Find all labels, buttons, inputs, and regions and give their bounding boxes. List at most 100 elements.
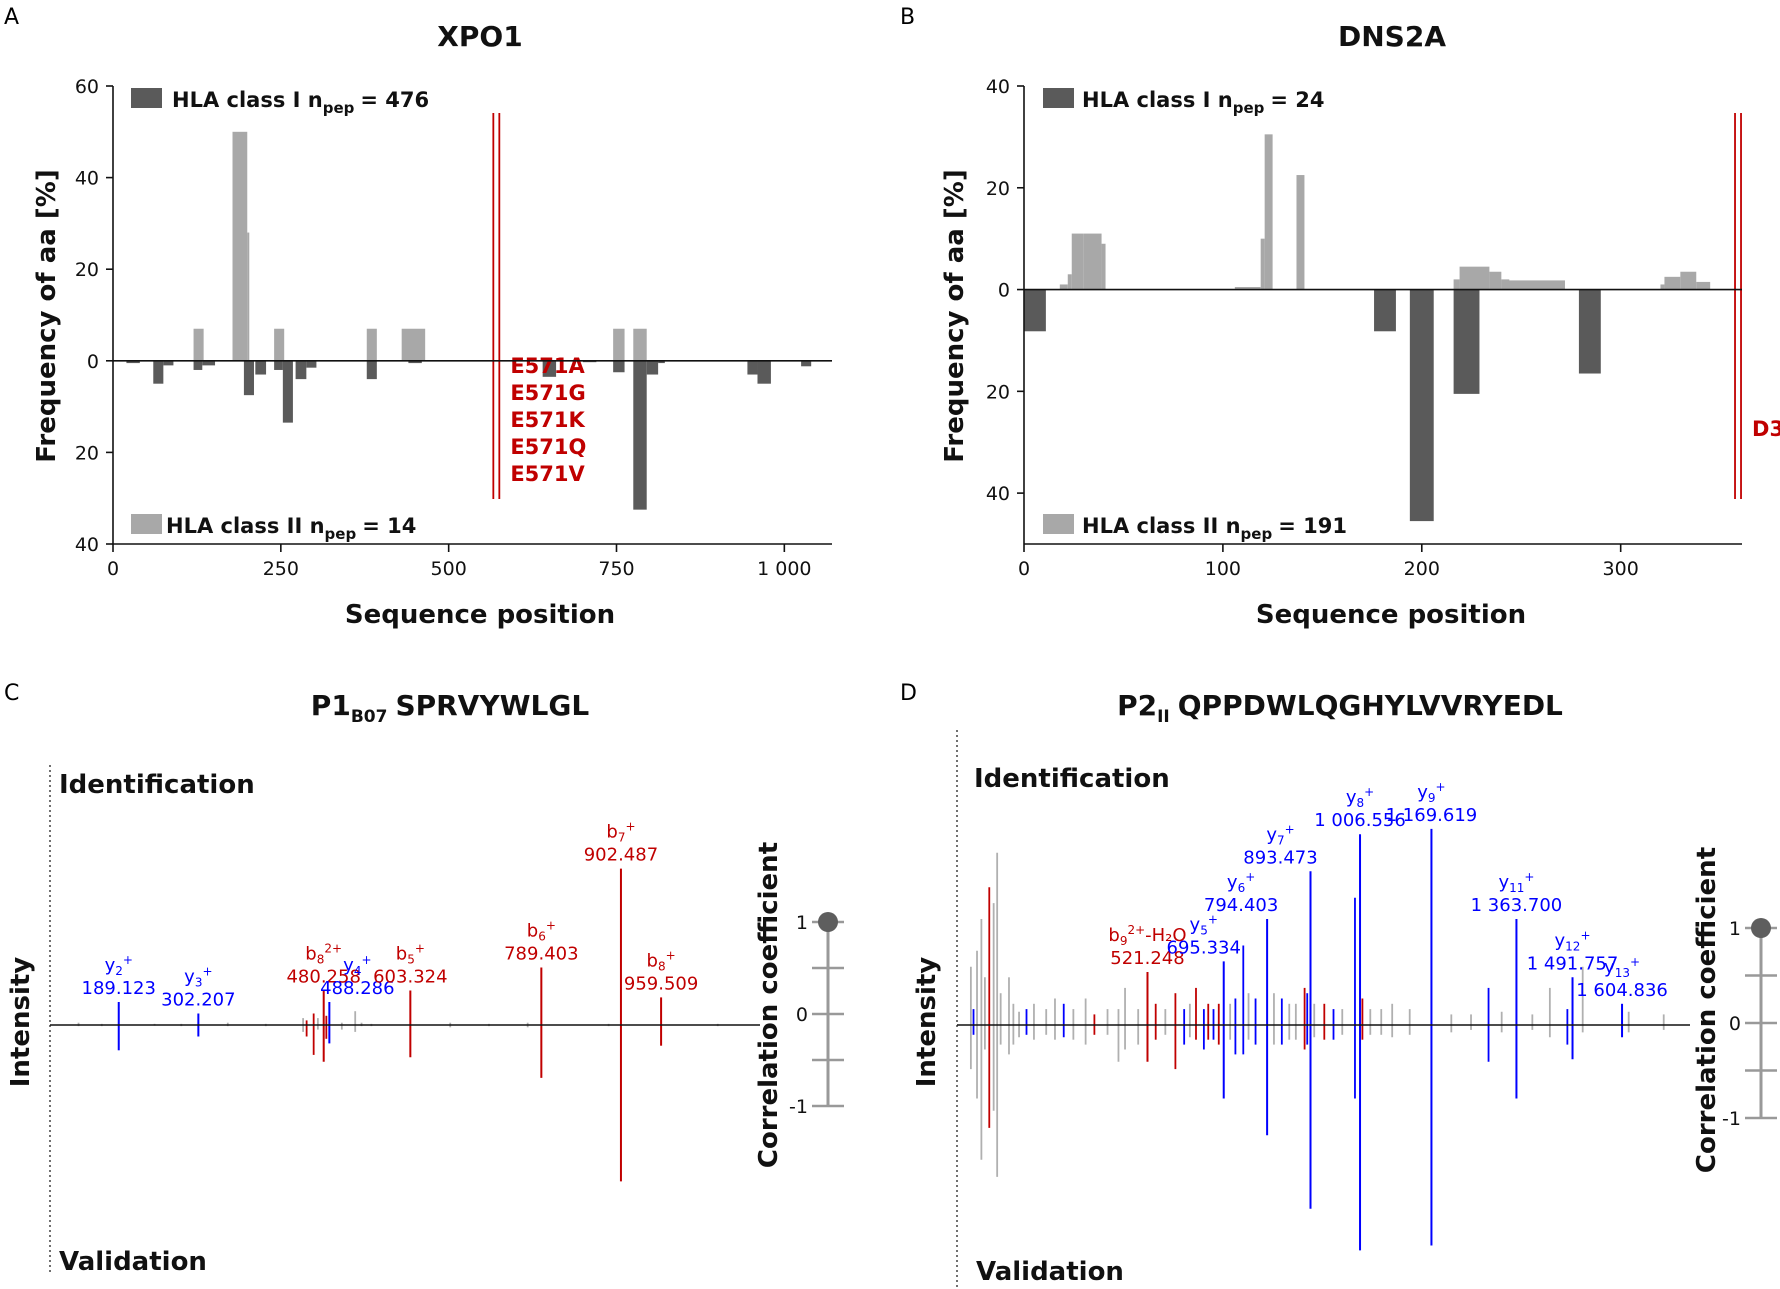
identification-label: Identification bbox=[974, 764, 1170, 794]
bar-class-ii bbox=[1664, 276, 1681, 290]
panel-c: C P1B07 SPRVYWLGL Identification Validati… bbox=[4, 681, 844, 1277]
bar-class-ii bbox=[366, 328, 377, 361]
panel-letter-c: C bbox=[4, 681, 19, 706]
panel-letter-b: B bbox=[900, 5, 915, 30]
x-tick-label: 100 bbox=[1205, 558, 1241, 580]
mutation-label: E571Q bbox=[510, 435, 586, 459]
spectrum-title: P2II QPPDWLQGHYLVVRYEDL bbox=[1117, 689, 1563, 727]
peak-ion-label: b8+ bbox=[647, 948, 676, 973]
bar-class-i bbox=[193, 360, 203, 370]
peak-ion-label: y13+ bbox=[1604, 955, 1640, 980]
y-tick-label: 40 bbox=[75, 168, 99, 190]
legend-label-class-i: HLA class I npep = 476 bbox=[172, 88, 429, 117]
y-axis-label: Frequency of aa [%] bbox=[32, 169, 62, 462]
bar-class-i bbox=[646, 360, 659, 375]
validation-label: Validation bbox=[976, 1257, 1124, 1287]
y-tick-label: 20 bbox=[75, 259, 99, 281]
bar-class-i bbox=[757, 360, 771, 384]
y-tick-label: 20 bbox=[986, 178, 1010, 200]
x-tick-label: 200 bbox=[1404, 558, 1440, 580]
legend-label-class-ii: HLA class II npep = 191 bbox=[1082, 514, 1347, 543]
bar-class-ii bbox=[1083, 233, 1102, 290]
peak-ion-label: y7+ bbox=[1266, 822, 1294, 847]
x-tick-label: 0 bbox=[1018, 558, 1030, 580]
identification-label: Identification bbox=[59, 770, 255, 800]
y-tick-label: 40 bbox=[75, 534, 99, 556]
bar-class-i bbox=[295, 360, 307, 380]
y-tick-label: 0 bbox=[998, 280, 1010, 302]
mutation-label: E571V bbox=[510, 462, 585, 486]
bar-class-ii bbox=[193, 328, 204, 361]
correlation-scale: Correlation coefficient 1 0 -1 bbox=[1692, 847, 1777, 1173]
x-tick-label: 250 bbox=[263, 558, 299, 580]
correlation-value-marker bbox=[1751, 918, 1771, 938]
peak-mz-label: 959.509 bbox=[624, 973, 698, 994]
legend-swatch-class-ii bbox=[1043, 514, 1074, 534]
legend-label-class-i: HLA class I npep = 24 bbox=[1082, 88, 1325, 117]
y-tick-label: 40 bbox=[986, 76, 1010, 98]
bar-class-ii bbox=[1264, 134, 1273, 290]
bar-class-i bbox=[408, 360, 422, 364]
spectrum-title: P1B07 SPRVYWLGL bbox=[311, 689, 590, 727]
bar-class-ii bbox=[1296, 175, 1305, 290]
mutation-label: E571A bbox=[510, 354, 585, 378]
bar-class-ii bbox=[1680, 271, 1697, 290]
bar-class-i bbox=[542, 360, 557, 377]
bar-class-i bbox=[1409, 289, 1434, 522]
legend-class-ii: HLA class II npep = 14 bbox=[131, 514, 416, 543]
bar-class-ii bbox=[1260, 238, 1265, 290]
bar-class-ii bbox=[1059, 284, 1068, 290]
bar-class-ii bbox=[1696, 281, 1711, 290]
bar-class-ii bbox=[1071, 233, 1084, 290]
peak-ion-label: y3+ bbox=[184, 965, 212, 990]
peak-mz-label: 1 363.700 bbox=[1471, 895, 1563, 916]
bar-class-ii bbox=[1489, 271, 1502, 290]
bar-class-i bbox=[801, 360, 812, 367]
intensity-label: Intensity bbox=[6, 957, 36, 1088]
peak-mz-label: 1 169.619 bbox=[1386, 805, 1478, 826]
peak-ion-label: b6+ bbox=[527, 919, 556, 944]
correlation-axis-label: Correlation coefficient bbox=[1692, 847, 1722, 1173]
panel-letter-a: A bbox=[4, 5, 19, 30]
x-tick-label: 750 bbox=[598, 558, 634, 580]
correlation-tick-label: 0 bbox=[1729, 1013, 1741, 1035]
mutation-label: E571K bbox=[510, 408, 585, 432]
x-tick-label: 500 bbox=[431, 558, 467, 580]
peak-mz-label: 189.123 bbox=[82, 978, 156, 999]
correlation-scale: Correlation coefficient 1 0 -1 bbox=[754, 842, 844, 1168]
panel-a: A XPO1 Sequence position Frequency of aa… bbox=[4, 5, 832, 630]
bar-class-ii bbox=[1234, 287, 1261, 290]
bar-class-i bbox=[1374, 289, 1396, 332]
bar-class-ii bbox=[1501, 280, 1565, 290]
peak-ion-label: y5+ bbox=[1190, 912, 1218, 937]
peak-ion-label: y4+ bbox=[343, 953, 371, 978]
y-tick-label: 40 bbox=[986, 483, 1010, 505]
x-axis-label: Sequence position bbox=[1256, 600, 1526, 630]
correlation-tick-label: 1 bbox=[796, 912, 808, 934]
peak-ion-label: y12+ bbox=[1555, 928, 1591, 953]
peak-mz-label: 1 491.757 bbox=[1527, 953, 1619, 974]
peak-mz-label: 521.248 bbox=[1110, 948, 1184, 969]
correlation-value-marker bbox=[818, 912, 838, 932]
x-tick-label: 300 bbox=[1603, 558, 1639, 580]
correlation-ticks: 1 0 -1 bbox=[1722, 918, 1777, 1130]
peak-mz-label: 695.334 bbox=[1167, 937, 1241, 958]
bar-class-ii bbox=[401, 328, 426, 361]
correlation-tick-label: 0 bbox=[796, 1004, 808, 1026]
bar-class-i bbox=[633, 360, 647, 510]
bar-class-i bbox=[202, 360, 216, 366]
x-tick-label: 0 bbox=[107, 558, 119, 580]
peak-mz-label: 1 006.556 bbox=[1314, 810, 1406, 831]
bar-class-ii bbox=[1660, 284, 1665, 290]
y-tick-label: 60 bbox=[75, 76, 99, 98]
mutation-label: D359N bbox=[1752, 417, 1780, 441]
legend-class-i: HLA class I npep = 24 bbox=[1043, 88, 1325, 117]
chart-title: XPO1 bbox=[437, 20, 522, 53]
bar-class-i bbox=[255, 360, 267, 375]
mutation-marker: D359N bbox=[1734, 113, 1780, 499]
peak-mz-label: 794.403 bbox=[1204, 895, 1278, 916]
panel-d: D P2II QPPDWLQGHYLVVRYEDL Identification … bbox=[900, 681, 1777, 1288]
bar-class-ii bbox=[1101, 243, 1106, 290]
